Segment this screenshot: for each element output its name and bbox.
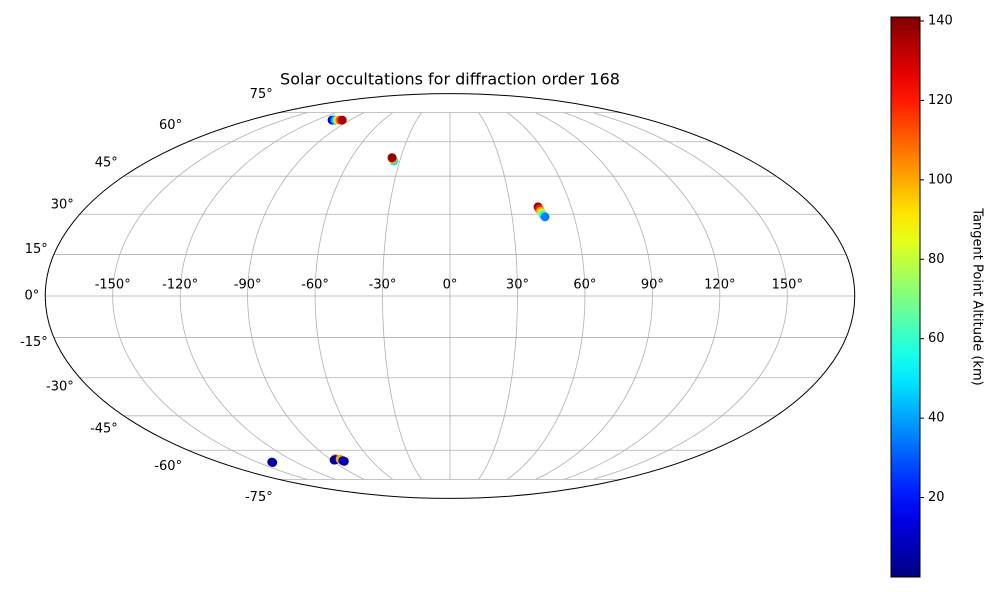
grid-line [592,112,788,480]
colorbar-tick-label: 20 [928,490,945,505]
grid-line [506,112,586,480]
colorbar-tick-label: 60 [928,331,945,346]
scatter-point [387,153,397,163]
scatter-point [338,456,348,466]
grid-line [535,112,653,480]
y-tick-label: -75° [245,490,273,505]
colorbar-label: Tangent Point Altitude (km) [970,207,985,385]
chart-title: Solar occultations for diffraction order… [280,70,620,89]
x-tick-label: 0° [443,278,458,293]
y-tick-label: 45° [95,156,118,171]
colorbar-tick-label: 40 [928,411,945,426]
y-tick-label: 60° [159,118,182,133]
colorbar [890,16,921,578]
y-tick-label: -15° [20,335,48,350]
x-tick-label: 90° [641,278,664,293]
colorbar-tick-label: 80 [928,252,945,267]
x-tick-label: -90° [234,278,262,293]
grid-line [478,112,518,480]
colorbar-tick-label: 140 [928,13,953,28]
map-frame [44,93,856,499]
colorbar-tick-label: 100 [928,172,953,187]
scatter-point [540,212,550,222]
x-tick-label: -150° [95,278,131,293]
x-tick-label: 30° [506,278,529,293]
grid-line [247,112,365,480]
y-tick-label: 75° [250,87,273,102]
grid-line [382,112,422,480]
x-tick-label: 120° [704,278,735,293]
scatter-point [337,115,347,125]
y-tick-label: 0° [24,289,39,304]
colorbar-tick-label: 120 [928,93,953,108]
y-tick-label: -60° [154,459,182,474]
x-tick-label: -30° [369,278,397,293]
grid-line [314,112,394,480]
grid-line [179,112,336,480]
y-tick-label: -45° [90,421,118,436]
x-tick-label: -60° [301,278,329,293]
x-tick-label: 150° [772,278,803,293]
y-tick-label: -30° [46,380,74,395]
grid-line [112,112,308,480]
scatter-point [268,458,278,468]
x-tick-label: -120° [162,278,198,293]
y-tick-label: 30° [51,197,74,212]
x-tick-label: 60° [573,278,596,293]
grid-line [564,112,721,480]
y-tick-label: 15° [25,242,48,257]
